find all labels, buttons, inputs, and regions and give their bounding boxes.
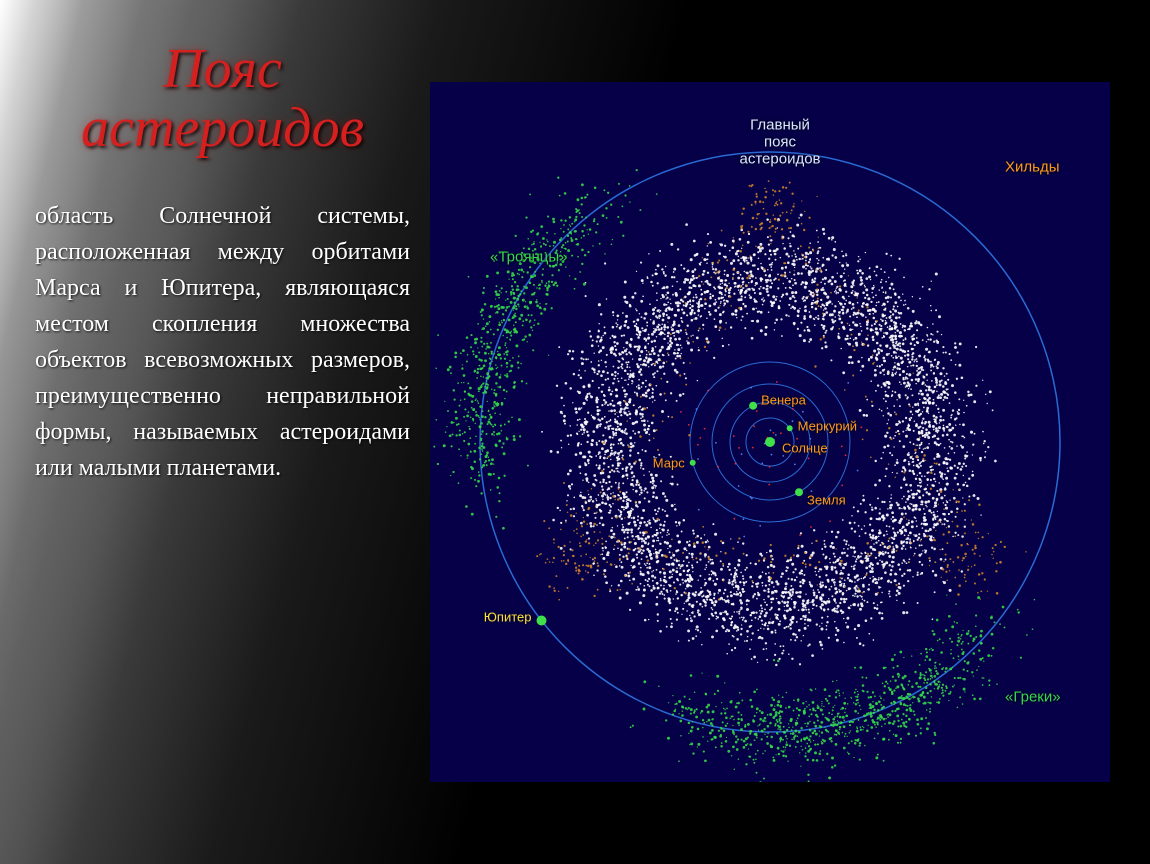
label-hildas: Хильды <box>1005 159 1060 176</box>
label-planet-Меркурий: Меркурий <box>798 419 857 434</box>
label-planet-Венера: Венера <box>761 392 806 407</box>
text-column: Пояс астероидов область Солнечной систем… <box>0 0 430 864</box>
label-planet-Марс: Марс <box>653 455 685 470</box>
label-planet-Юпитер: Юпитер <box>484 609 532 624</box>
label-trojans: «Троянцы» <box>490 249 567 266</box>
slide-body: область Солнечной системы, расположенная… <box>35 198 410 486</box>
slide: Пояс астероидов область Солнечной систем… <box>0 0 1150 864</box>
asteroid-belt-diagram: Главныйпоясастероидов Хильды «Троянцы» «Гре… <box>430 82 1110 782</box>
diagram-column: Главныйпоясастероидов Хильды «Троянцы» «Гре… <box>430 0 1150 864</box>
slide-title: Пояс астероидов <box>35 40 410 158</box>
label-greeks: «Греки» <box>1005 689 1061 706</box>
label-main-belt: Главныйпоясастероидов <box>739 117 820 168</box>
label-planet-Земля: Земля <box>807 493 846 508</box>
label-sun: Солнце <box>782 441 828 456</box>
